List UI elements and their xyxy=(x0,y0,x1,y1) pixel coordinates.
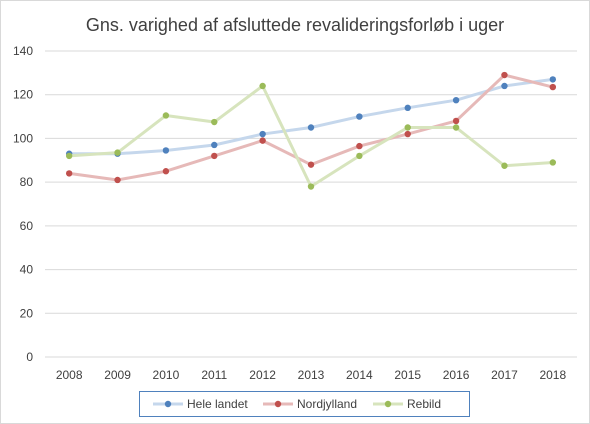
series-line-hele-landet xyxy=(67,77,555,156)
legend-marker-swatch xyxy=(164,400,172,408)
data-point-hele-landet xyxy=(211,141,218,149)
legend-box xyxy=(139,391,470,417)
data-point-hele-landet xyxy=(162,147,170,154)
data-point-hele-landet xyxy=(549,76,557,83)
x-axis: 2008 2009 2010 2011 2012 2013 2014 2015 2016 2017… xyxy=(56,368,567,382)
data-point-rebild xyxy=(114,149,121,156)
data-point-rebild xyxy=(501,162,508,169)
data-point-nordjylland xyxy=(501,71,508,79)
data-point-rebild xyxy=(162,112,170,119)
x-tick-label: 2017 xyxy=(491,368,518,382)
legend-entry-hele-landet: Hele landet xyxy=(153,397,248,411)
x-tick-label: 2010 xyxy=(153,368,180,382)
legend-label: Nordjylland xyxy=(297,397,357,411)
y-tick-label: 60 xyxy=(20,219,34,233)
series-line-rebild xyxy=(67,84,555,189)
data-point-nordjylland xyxy=(65,170,73,177)
x-tick-label: 2011 xyxy=(201,368,227,382)
data-point-nordjylland xyxy=(162,168,170,175)
y-tick-label: 40 xyxy=(20,263,34,277)
y-tick-label: 80 xyxy=(20,175,34,189)
data-point-rebild xyxy=(259,82,266,90)
data-point-rebild xyxy=(404,124,411,131)
data-point-rebild xyxy=(452,124,460,131)
x-tick-label: 2013 xyxy=(298,368,325,382)
gridlines xyxy=(45,50,577,358)
plot-series xyxy=(65,71,557,190)
data-point-hele-landet xyxy=(259,130,266,138)
legend: Hele landet Nordjylland Rebild xyxy=(139,391,470,417)
data-point-rebild xyxy=(65,152,73,160)
x-tick-label: 2009 xyxy=(104,368,131,382)
legend-entry-rebild: Rebild xyxy=(373,397,441,411)
data-point-nordjylland xyxy=(114,176,121,184)
y-axis: 0 20 40 60 80 100 120 140 xyxy=(13,44,33,364)
x-tick-label: 2018 xyxy=(539,368,566,382)
legend-marker-swatch xyxy=(384,400,392,408)
x-tick-label: 2014 xyxy=(346,368,373,382)
data-point-rebild xyxy=(307,183,315,190)
data-point-nordjylland xyxy=(259,137,266,144)
data-point-nordjylland xyxy=(404,130,411,138)
series-rebild xyxy=(65,82,557,190)
series-nordjylland xyxy=(65,71,557,184)
data-point-rebild xyxy=(549,159,557,166)
data-point-nordjylland xyxy=(549,83,557,91)
y-tick-label: 140 xyxy=(13,44,33,58)
data-point-nordjylland xyxy=(307,161,315,168)
data-point-hele-landet xyxy=(452,96,460,104)
y-tick-label: 120 xyxy=(13,88,33,102)
data-point-nordjylland xyxy=(452,117,460,125)
y-tick-label: 0 xyxy=(26,350,33,364)
y-tick-label: 20 xyxy=(20,306,34,320)
chart-title: Gns. varighed af afsluttede revalidering… xyxy=(86,15,504,35)
data-point-hele-landet xyxy=(501,82,508,90)
data-point-nordjylland xyxy=(211,152,218,160)
y-tick-label: 100 xyxy=(13,131,33,145)
series-hele-landet xyxy=(65,76,557,157)
legend-marker-swatch xyxy=(274,400,282,408)
data-point-hele-landet xyxy=(356,113,363,120)
data-point-nordjylland xyxy=(356,142,363,150)
x-tick-label: 2016 xyxy=(443,368,470,382)
x-tick-label: 2008 xyxy=(56,368,83,382)
legend-entry-nordjylland: Nordjylland xyxy=(263,397,357,411)
data-point-rebild xyxy=(356,152,363,160)
legend-label: Rebild xyxy=(407,397,441,411)
data-point-rebild xyxy=(211,118,218,126)
data-point-hele-landet xyxy=(404,104,411,112)
x-tick-label: 2012 xyxy=(249,368,276,382)
legend-label: Hele landet xyxy=(187,397,248,411)
x-tick-label: 2015 xyxy=(394,368,421,382)
data-point-hele-landet xyxy=(307,124,315,131)
